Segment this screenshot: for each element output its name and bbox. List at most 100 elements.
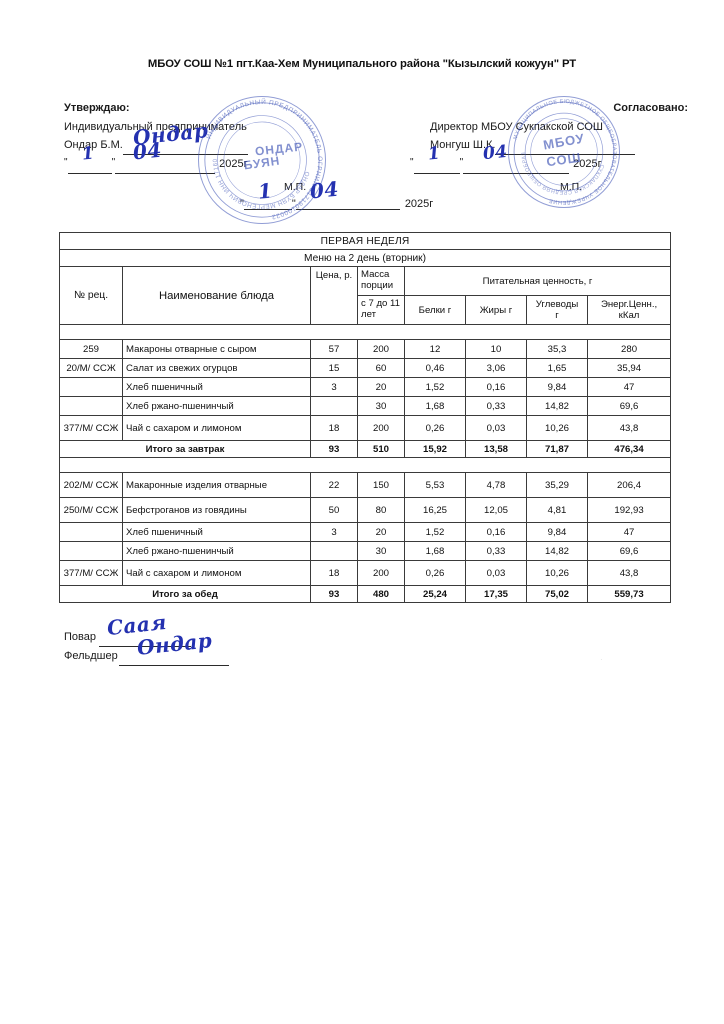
table-banner-week-row: ПЕРВАЯ НЕДЕЛЯ	[58, 232, 672, 250]
header-kcal-line2: кКал	[618, 310, 640, 321]
spacer-cell-top	[58, 324, 672, 340]
page-title: МБОУ СОШ №1 пгт.Каа-Хем Муниципального р…	[147, 58, 577, 70]
approval-left-seal-date-row: " 1 " 04 2025г	[240, 177, 434, 210]
spacer-row-middle	[58, 457, 672, 473]
header-fat: Жиры г	[465, 295, 527, 325]
protein-cell: 16,25	[404, 497, 466, 523]
total-kcal-cell: 559,73	[586, 585, 672, 603]
carbs-cell: 14,82	[526, 541, 588, 561]
mass-cell: 200	[357, 560, 405, 586]
fat-cell: 4,78	[465, 472, 527, 498]
quote-close-right: "	[459, 156, 464, 168]
protein-cell: 1,68	[404, 541, 466, 561]
table-row: 20/М/ ССЖ Салат из свежих огурцов 15 60 0,46…	[59, 358, 672, 378]
approval-left-date-row: " 1 " 04 2025г	[64, 138, 364, 174]
recipe-no-cell: 259	[59, 339, 123, 359]
kcal-cell: 47	[586, 377, 672, 397]
approval-right-seal-label: М.П.	[560, 181, 583, 193]
fat-cell: 0,03	[465, 560, 527, 586]
approval-left-seal-year: 2025г	[404, 198, 434, 210]
carbs-cell: 9,84	[526, 522, 588, 542]
kcal-cell: 35,94	[586, 358, 672, 378]
approval-right-role: Директор МБОУ Сукпакской СОШ	[430, 120, 603, 133]
fat-cell: 0,16	[465, 377, 527, 397]
table-row: 202/М/ ССЖ Макаронные изделия отварные 22 1…	[59, 472, 672, 498]
fat-cell: 10	[465, 339, 527, 359]
dish-name-cell: Бефстроганов из говядины	[122, 497, 311, 523]
recipe-no-cell: 377/М/ ССЖ	[59, 560, 123, 586]
price-cell: 3	[310, 377, 358, 397]
table-header-row-2: с 7 до 11 лет Белки г Жиры г Углеводы г …	[60, 295, 672, 325]
recipe-no-cell: 202/М/ ССЖ	[59, 472, 123, 498]
fat-cell: 3,06	[465, 358, 527, 378]
fat-cell: 0,33	[465, 541, 527, 561]
total-mass-cell: 510	[357, 440, 405, 458]
menu-table: ПЕРВАЯ НЕДЕЛЯ Меню на 2 день (вторник) №…	[58, 232, 672, 603]
carbs-cell: 1,65	[526, 358, 588, 378]
price-cell	[310, 541, 358, 561]
table-row: Хлеб пшеничный 3 20 1,52 0,16 9,84 47	[59, 377, 672, 397]
total-price-cell: 93	[310, 585, 358, 603]
header-carbs: Углеводы г	[526, 295, 588, 325]
recipe-no-cell	[59, 541, 123, 561]
breakfast-section: 259 Макароны отварные с сыром 57 200 12 10 35,…	[59, 339, 672, 458]
approval-block-right: Согласовано: Директор МБОУ Сукпакской СО…	[410, 99, 700, 174]
mass-cell: 200	[357, 415, 405, 441]
table-total-row: Итого за завтрак 93 510 15,92 13,58 71,87 476,…	[59, 440, 672, 458]
price-cell: 18	[310, 560, 358, 586]
table-row: Хлеб ржано-пшенинчый 30 1,68 0,33 14,82 69,6	[59, 396, 672, 416]
banner-week: ПЕРВАЯ НЕДЕЛЯ	[58, 232, 672, 250]
carbs-cell: 10,26	[526, 415, 588, 441]
dish-name-cell: Салат из свежих огурцов	[122, 358, 311, 378]
protein-cell: 1,52	[404, 522, 466, 542]
mass-cell: 60	[357, 358, 405, 378]
quote-close-left: "	[111, 156, 116, 168]
protein-cell: 1,52	[404, 377, 466, 397]
total-mass-cell: 480	[357, 585, 405, 603]
recipe-no-cell: 377/М/ ССЖ	[59, 415, 123, 441]
paramedic-signature: Ондар	[135, 628, 214, 660]
protein-cell: 0,26	[404, 560, 466, 586]
kcal-cell: 280	[586, 339, 672, 359]
header-kcal: Энерг.Ценн., кКал	[586, 295, 672, 325]
kcal-cell: 43,8	[586, 560, 672, 586]
price-cell: 57	[310, 339, 358, 359]
mass-cell: 200	[357, 339, 405, 359]
fat-cell: 12,05	[465, 497, 527, 523]
approval-right-person-row: Монгуш Ш.К.	[430, 136, 700, 155]
header-portion-mass-line1: Масса	[361, 269, 390, 280]
paramedic-label: Фельдшер	[64, 650, 118, 662]
quote-close-left-seal: "	[291, 198, 296, 210]
table-row: 377/М/ ССЖ Чай с сахаром и лимоном 18 200 0,…	[59, 560, 672, 586]
total-fat-cell: 17,35	[465, 585, 527, 603]
carbs-cell: 35,3	[526, 339, 588, 359]
table-header-row-1: № рец. Наименование блюда Цена, р. Масса…	[59, 266, 672, 325]
quote-open-left-seal: "	[240, 198, 244, 210]
table-row: Хлеб ржано-пшенинчый 30 1,68 0,33 14,82 69,6	[59, 541, 672, 561]
total-carbs-cell: 71,87	[526, 440, 588, 458]
dish-name-cell: Хлеб ржано-пшенинчый	[122, 541, 311, 561]
carbs-cell: 4,81	[526, 497, 588, 523]
kcal-cell: 69,6	[586, 396, 672, 416]
approval-right-day: 1	[426, 143, 441, 165]
mass-cell: 80	[357, 497, 405, 523]
price-cell	[310, 396, 358, 416]
carbs-cell: 9,84	[526, 377, 588, 397]
table-row: 250/М/ ССЖ Бефстроганов из говядины 50 80 16…	[59, 497, 672, 523]
price-cell: 3	[310, 522, 358, 542]
header-portion-mass: Масса порции	[357, 266, 405, 296]
header-portion-mass-line2: порции	[361, 280, 394, 291]
header-portion-age-line2: лет	[361, 309, 377, 320]
header-carbs-line2: г	[555, 310, 559, 321]
price-cell: 50	[310, 497, 358, 523]
dish-name-cell: Хлеб пшеничный	[122, 522, 311, 542]
spacer-row-top	[58, 324, 672, 340]
quote-open-right: "	[410, 156, 414, 168]
approval-left-seal-month: 04	[308, 176, 340, 204]
table-total-row: Итого за обед 93 480 25,24 17,35 75,02 559,73	[59, 585, 672, 603]
protein-cell: 1,68	[404, 396, 466, 416]
total-label-cell: Итого за обед	[59, 585, 311, 603]
header-price: Цена, р.	[310, 266, 358, 325]
kcal-cell: 206,4	[586, 472, 672, 498]
carbs-cell: 35,29	[526, 472, 588, 498]
